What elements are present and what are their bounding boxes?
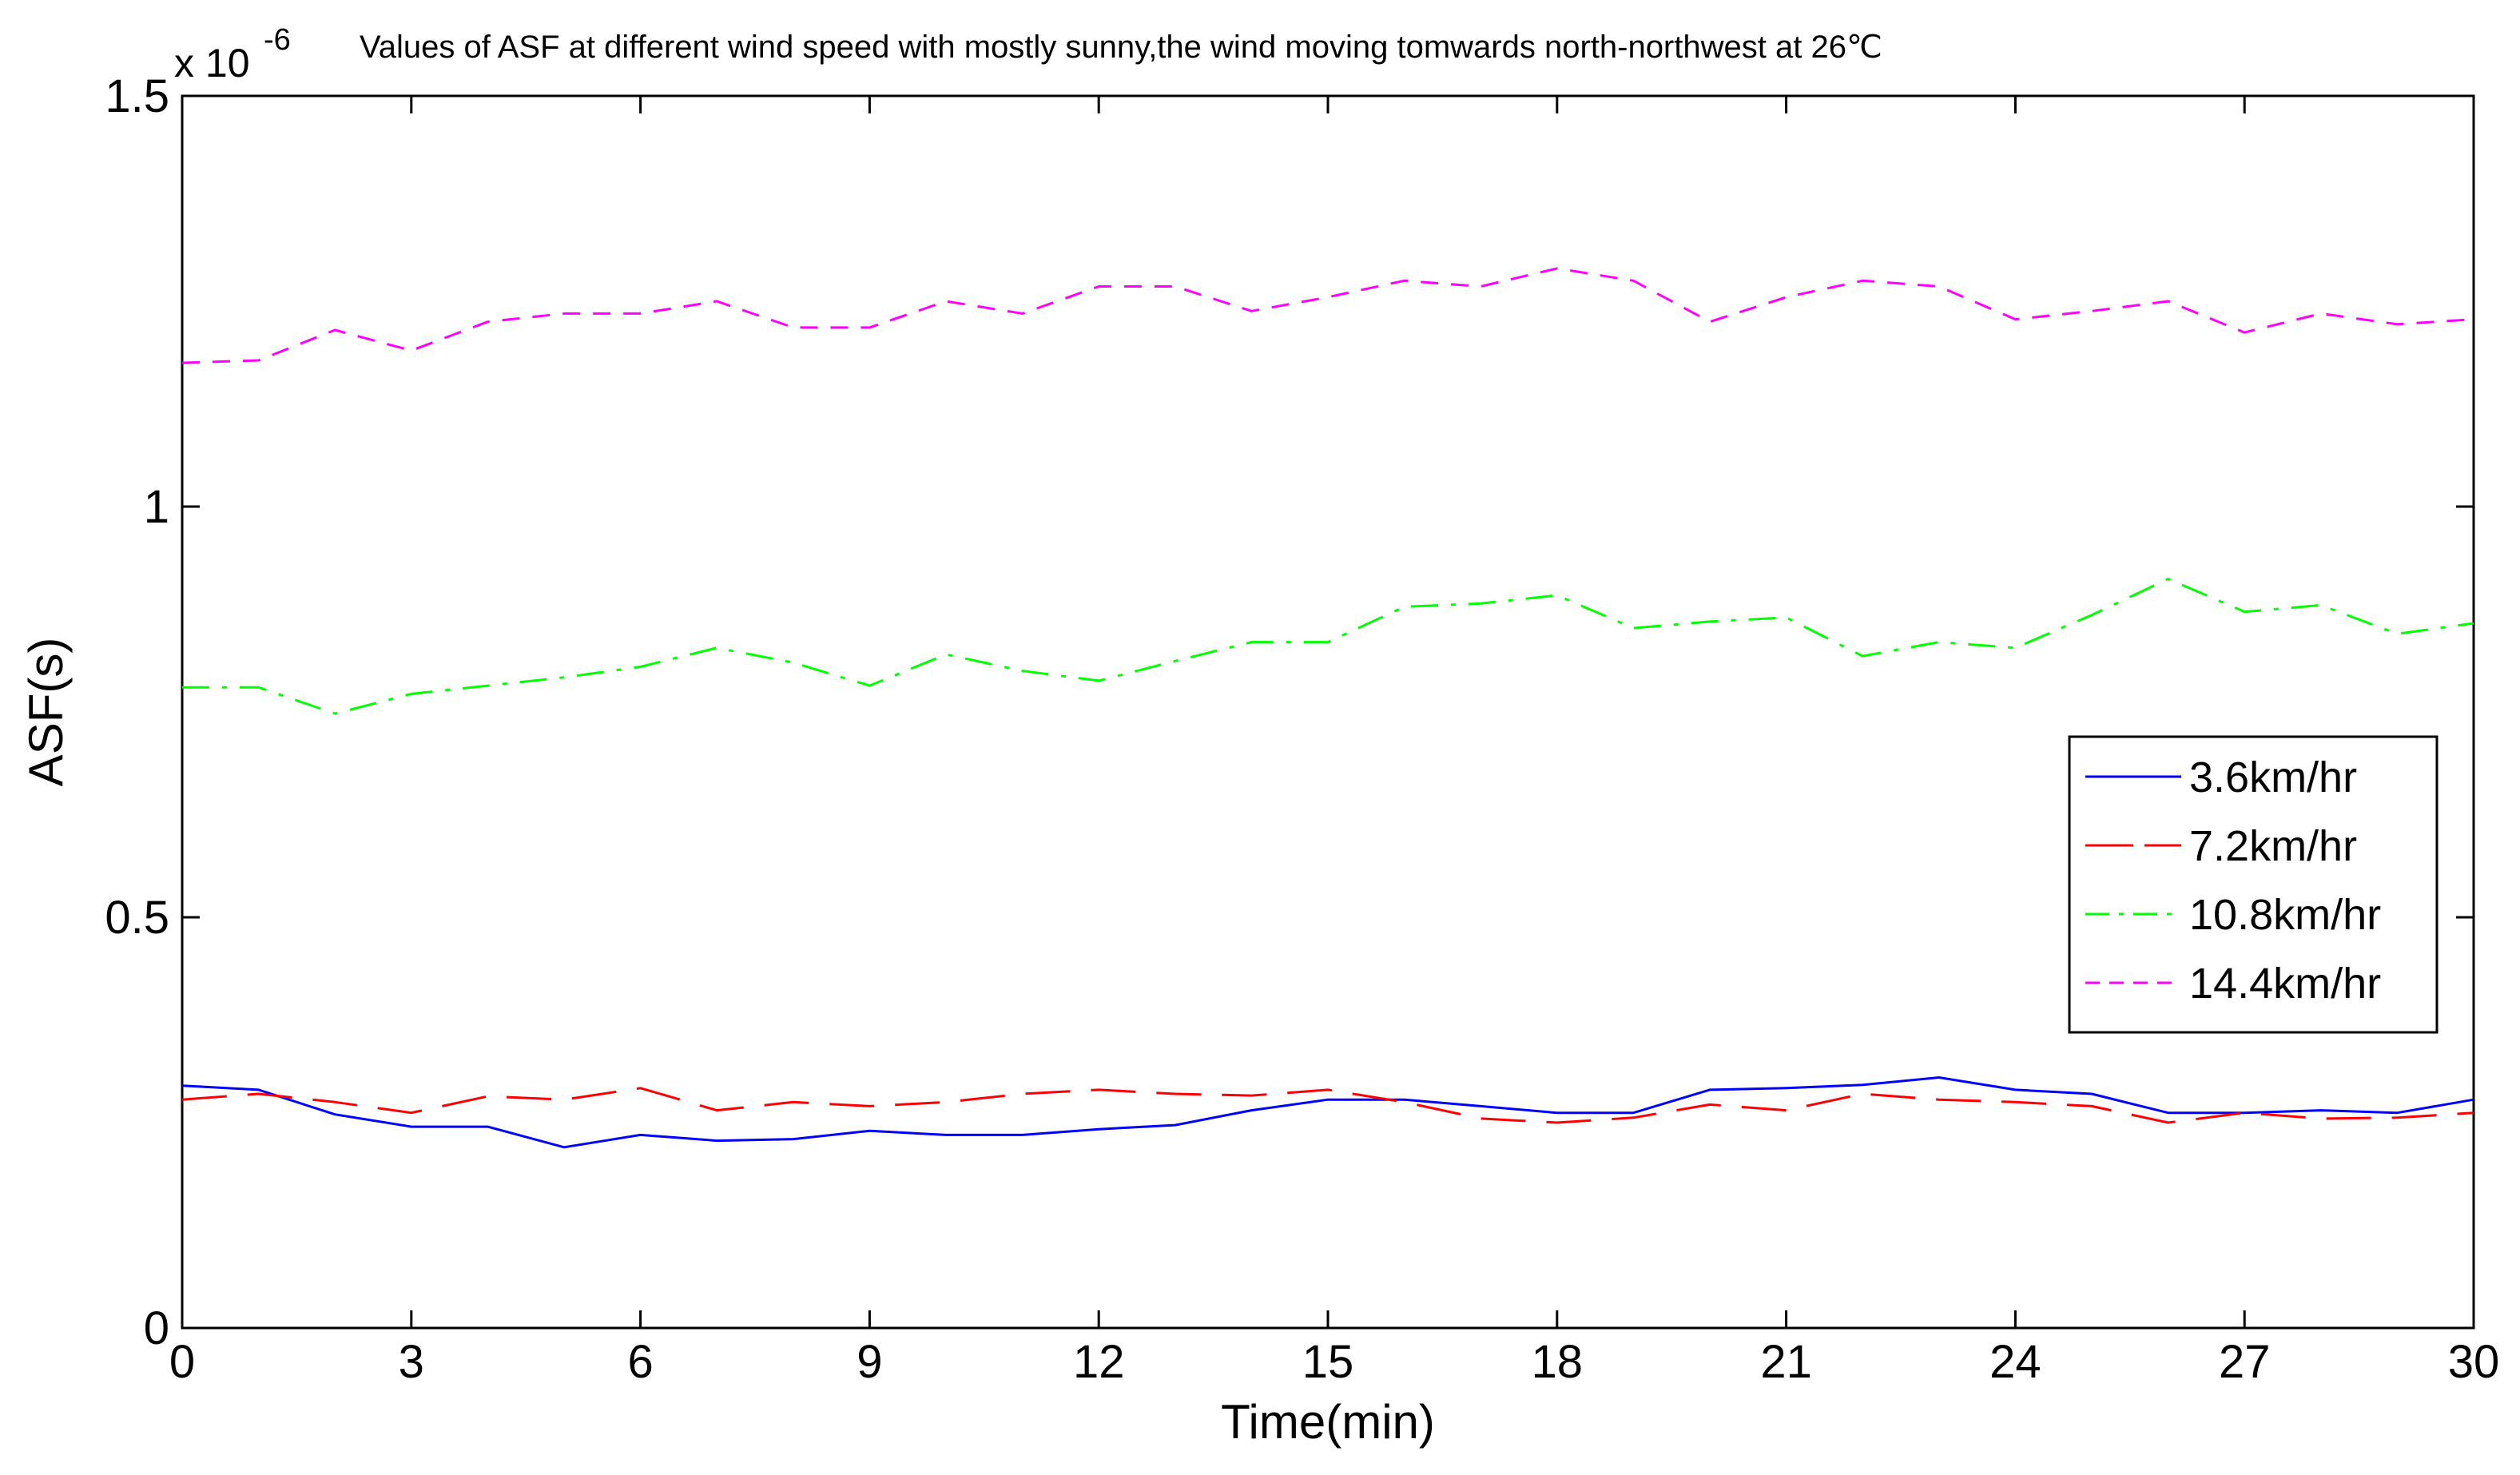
y-tick-label: 1.5 — [105, 70, 169, 122]
series-line-7-2km-hr — [181, 1087, 2474, 1124]
y-tick-label: 0 — [144, 1302, 169, 1354]
x-tick-label: 3 — [399, 1336, 424, 1388]
legend-label: 3.6km/hr — [2189, 753, 2357, 801]
series-lines — [181, 267, 2474, 1149]
series-line-3-6km-hr — [181, 1076, 2474, 1149]
legend-label: 7.2km/hr — [2189, 822, 2357, 870]
x-tick-label: 12 — [1073, 1336, 1125, 1388]
y-axis-title: ASF(s) — [19, 638, 73, 787]
chart-title: Values of ASF at different wind speed wi… — [360, 30, 1882, 65]
legend-box — [2068, 735, 2439, 1034]
x-tick-label: 18 — [1532, 1336, 1584, 1388]
legend-label: 14.4km/hr — [2189, 960, 2381, 1008]
series-line-14-4km-hr — [181, 267, 2474, 364]
x-tick-label: 21 — [1760, 1336, 1812, 1388]
x-tick-label: 6 — [627, 1336, 653, 1388]
x-tick-label: 24 — [1989, 1336, 2041, 1388]
y-multiplier-base: x 10 — [174, 41, 250, 85]
x-tick-label: 27 — [2219, 1336, 2271, 1388]
x-tick-label: 9 — [857, 1336, 882, 1388]
y-tick-label: 1 — [144, 481, 169, 533]
x-tick-label: 0 — [169, 1336, 195, 1388]
legend-label: 10.8km/hr — [2189, 891, 2381, 939]
x-tick-label: 30 — [2448, 1336, 2500, 1388]
x-tick-label: 15 — [1302, 1336, 1354, 1388]
plot-area — [181, 94, 2475, 1330]
legend: 3.6km/hr 7.2km/hr 10.8km/hr 14.4km/hr — [2068, 735, 2439, 1034]
y-multiplier-exponent: -6 — [264, 23, 291, 57]
series-line-10-8km-hr — [182, 578, 2474, 715]
tick-labels: 0 3 6 9 12 15 18 21 24 27 30 0 0.5 1 1.5 — [105, 70, 2499, 1388]
y-tick-label: 0.5 — [105, 892, 169, 944]
x-axis-title: Time(min) — [1221, 1395, 1435, 1449]
tick-marks — [181, 94, 2475, 1330]
